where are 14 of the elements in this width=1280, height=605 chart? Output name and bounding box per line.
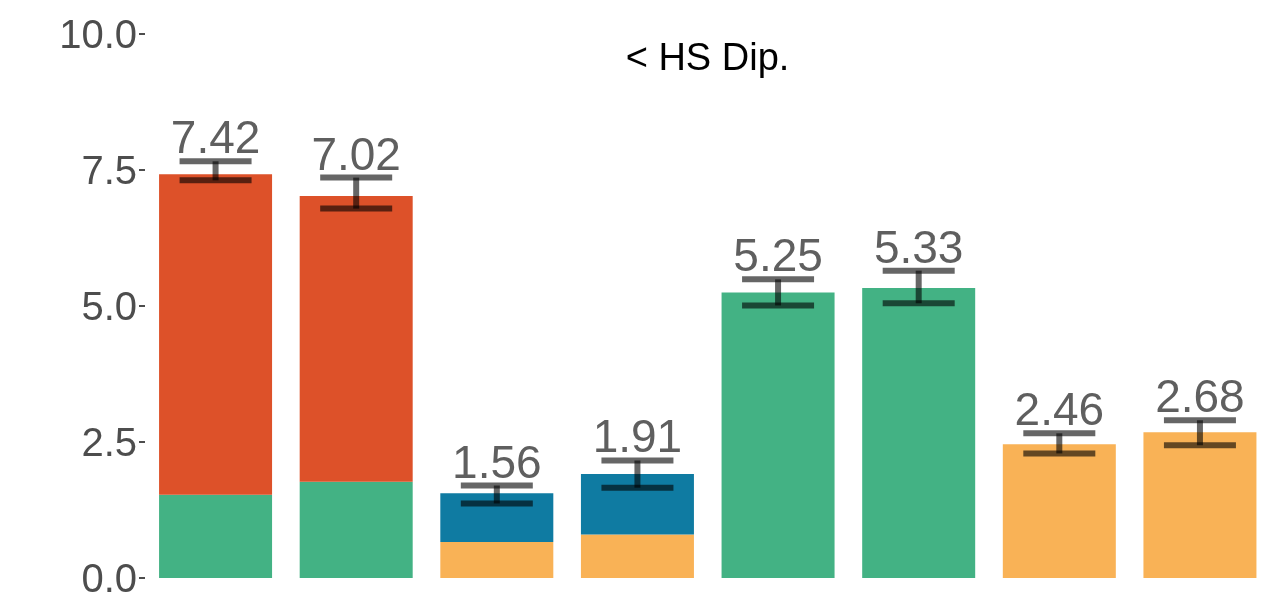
y-tick-label: 5.0: [81, 284, 137, 329]
y-tick-label: 10.0: [59, 12, 137, 57]
total-label: 7.42: [170, 111, 261, 164]
y-tick-label: 0.0: [81, 556, 137, 601]
total-label: 2.46: [1014, 383, 1105, 436]
total-label: 5.33: [873, 220, 964, 273]
total-label: 2.68: [1155, 370, 1245, 423]
total-label: 1.91: [592, 410, 683, 463]
total-label: 1.56: [452, 435, 542, 488]
y-tick-label: 7.5: [81, 148, 137, 193]
total-label: 7.02: [311, 127, 401, 180]
chart-title: < HS Dip.: [624, 36, 791, 79]
total-label: 5.25: [733, 229, 823, 282]
y-tick-label: 2.5: [81, 420, 137, 465]
